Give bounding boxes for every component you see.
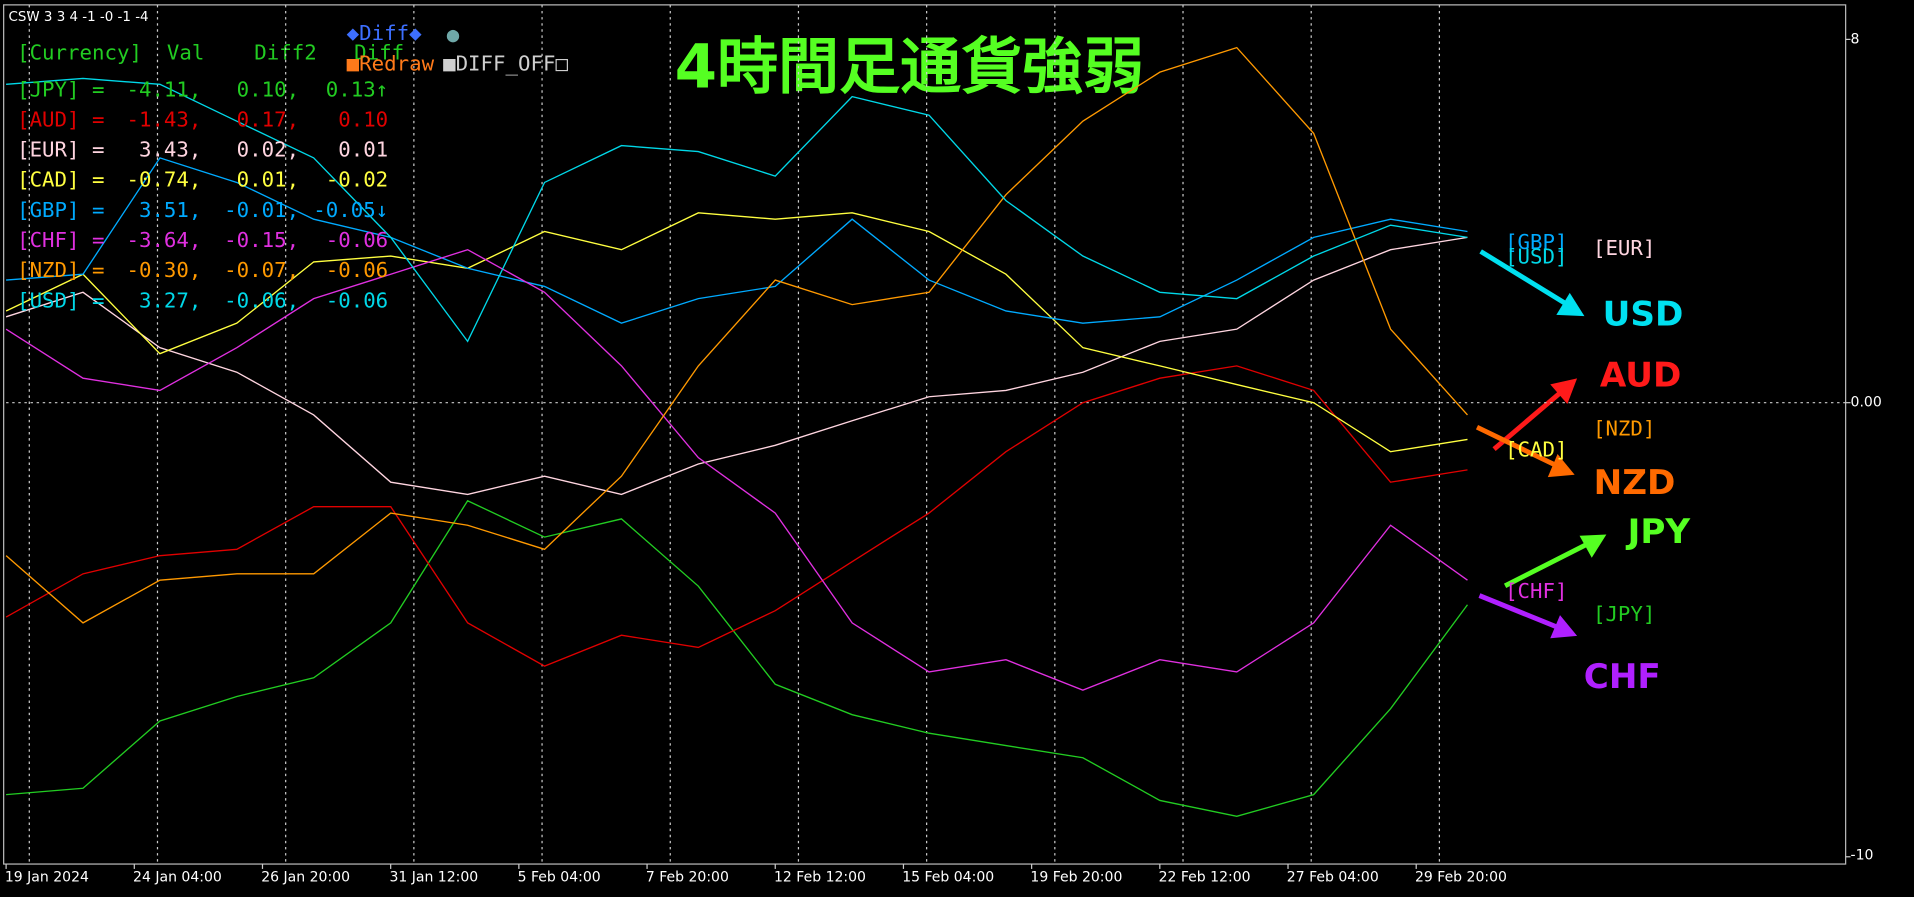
x-tick-label: 15 Feb 04:00 [902,869,994,885]
table-cell: 3.51, [139,198,201,222]
x-tick-label: 31 Jan 12:00 [389,869,478,885]
arrow [1475,424,1557,468]
table-cell: [USD] = [17,288,104,312]
table-cell: -0.01, [224,198,299,222]
x-tick-label: 26 Jan 20:00 [261,869,350,885]
x-tick-label: 5 Feb 04:00 [518,869,601,885]
table-cell: [AUD] = [17,107,104,131]
table-cell: -0.06 [326,258,388,282]
series-line [5,46,1468,624]
table-cell: -3.64, [126,228,201,252]
table-cell: 3.43, [139,138,201,162]
table-cell: -0.06 [326,228,388,252]
table-cell: -0.02 [326,168,388,192]
x-tick-label: 19 Feb 20:00 [1030,869,1122,885]
table-cell: [JPY] = [17,77,104,101]
table-cell: -1.43, [126,107,201,131]
annotation: NZD [1594,463,1676,503]
arrow-head [1547,453,1575,478]
arrow [1478,593,1559,630]
table-header: [Currency] Val Diff2 Diff [17,41,404,65]
header-text: CSW 3 3 4 -1 -0 -1 -4 [9,10,149,25]
x-tick-label: 22 Feb 12:00 [1159,869,1251,885]
table-cell: 0.13↑ [326,77,388,101]
chart-title: 4時間足通貨強弱 [675,31,1145,102]
annotation: USD [1603,295,1684,335]
table-cell: -0.74, [126,168,201,192]
series-line [5,248,1468,691]
series-line [6,499,1469,818]
x-tick-label: 27 Feb 04:00 [1287,869,1379,885]
table-cell: [CHF] = [17,228,104,252]
arrow-head [1550,378,1578,404]
x-tick-label: 7 Feb 20:00 [646,869,729,885]
annotation: JPY [1626,512,1692,552]
control-button[interactable]: ◆Diff◆ [347,21,422,45]
arrow-head [1556,292,1585,317]
table-cell: 0.01 [338,138,388,162]
series-line [6,157,1468,324]
control-button[interactable]: ■Redraw [347,52,435,76]
series-line [5,365,1468,667]
series-line [5,212,1468,453]
table-cell: 0.17, [237,107,299,131]
arrow [1503,542,1588,588]
table-cell: -0.05↓ [313,198,388,222]
annotation: CHF [1584,657,1661,697]
table-cell: [NZD] = [17,258,104,282]
table-cell: [GBP] = [17,198,104,222]
end-label: [EUR] [1593,236,1655,260]
arrow-head [1550,615,1578,639]
annotation: AUD [1600,356,1681,396]
x-tick-label: 24 Jan 04:00 [133,869,222,885]
x-tick-label: 12 Feb 12:00 [774,869,866,885]
y-tick-label: 0.00 [1851,395,1882,411]
arrows [1475,249,1607,639]
control-button[interactable]: ● [447,22,460,46]
arrow [1479,249,1568,306]
y-tick-label: -10 [1851,848,1874,864]
table-cell: -0.06, [224,288,299,312]
table-cell: 3.27, [139,288,201,312]
table-cell: 0.01, [237,168,299,192]
end-label: [CAD] [1505,437,1567,461]
series-line [5,236,1468,496]
end-label: [GBP] [1505,230,1567,254]
table-cell: -0.07, [224,258,299,282]
table-cell: 0.10 [338,107,388,131]
x-tick-label: 29 Feb 20:00 [1415,869,1507,885]
table-cell: 0.10, [237,77,299,101]
table-cell: [CAD] = [17,168,104,192]
table-cell: 0.02, [237,138,299,162]
table-cell: -0.30, [126,258,201,282]
end-label: [NZD] [1593,417,1655,441]
table-cell: [EUR] = [17,138,104,162]
table-cell: -4.11, [126,77,201,101]
end-label: [CHF] [1505,579,1567,603]
table-cell: -0.06 [326,288,388,312]
y-tick-label: 8 [1851,31,1860,47]
control-button[interactable]: ■DIFF_OFF□ [443,52,568,76]
x-tick-label: 19 Jan 2024 [5,869,89,885]
end-label: [JPY] [1593,602,1655,626]
table-cell: -0.15, [224,228,299,252]
arrow-head [1579,534,1607,558]
end-label: [USD] [1505,245,1567,269]
plot-frame [3,4,1847,865]
series-line [6,77,1468,343]
